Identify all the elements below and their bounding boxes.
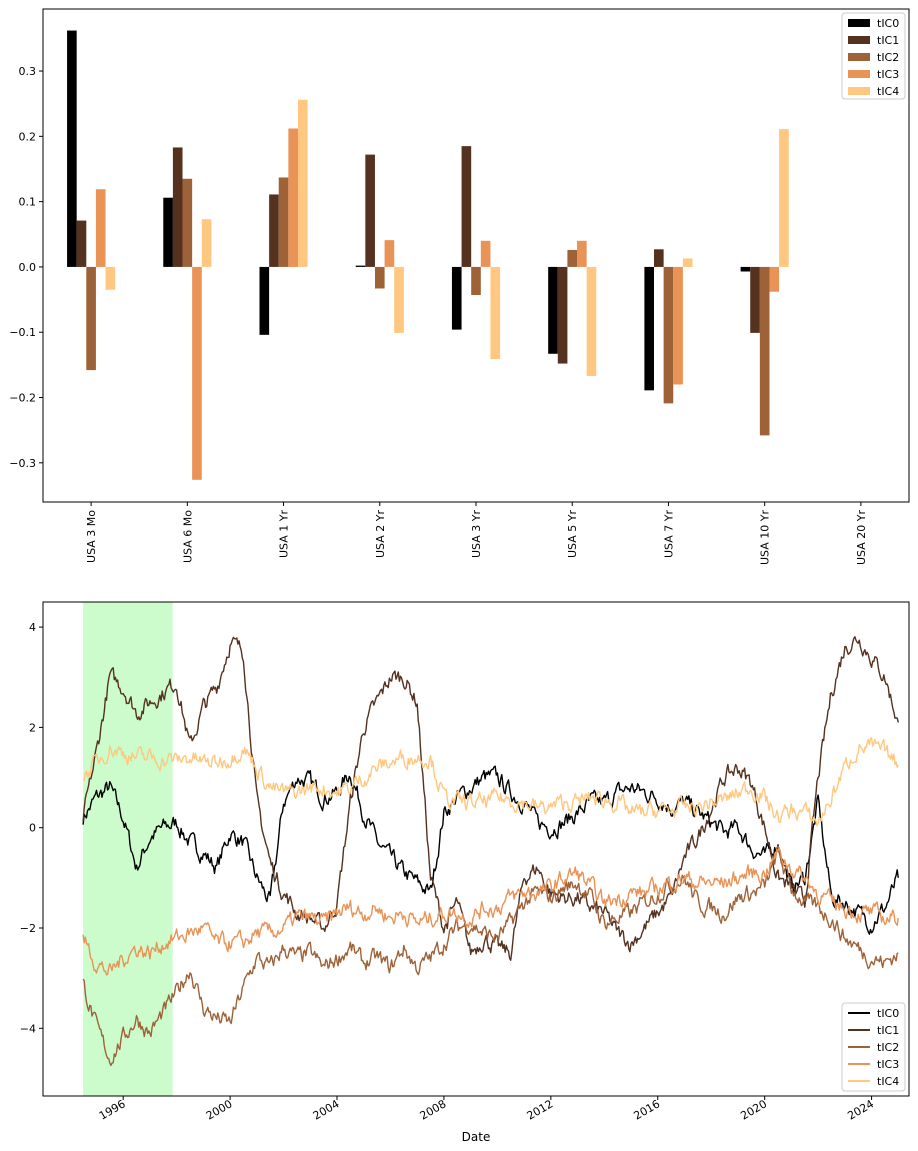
legend-label-tIC2: tIC2 <box>877 1041 899 1054</box>
x-tick-label: 2012 <box>525 1097 556 1122</box>
bar-tIC1-7 <box>750 266 760 333</box>
legend-label-tIC4: tIC4 <box>877 85 899 98</box>
x-axis-title: Date <box>462 1130 491 1144</box>
bar-tIC2-2 <box>278 177 289 267</box>
bar-tIC4-6 <box>682 258 693 267</box>
x-tick-label: 2024 <box>845 1097 876 1122</box>
y-tick-label: −0.2 <box>9 392 36 405</box>
bar-tIC3-4 <box>480 240 491 267</box>
bar-tIC4-5 <box>586 266 597 376</box>
y-tick-label: 4 <box>29 621 36 634</box>
bar-tIC0-7 <box>740 266 751 272</box>
bar-tIC1-0 <box>76 220 87 267</box>
legend-label-tIC0: tIC0 <box>877 1007 899 1020</box>
bar-tIC1-4 <box>461 146 472 267</box>
x-tick-label: USA 10 Yr <box>759 510 772 565</box>
highlight-span <box>83 602 173 1096</box>
bar-tIC3-3 <box>384 240 395 267</box>
y-tick-label: 2 <box>29 721 36 734</box>
bar-tIC2-1 <box>182 178 193 267</box>
y-tick-label: 0 <box>29 822 36 835</box>
x-tick-label: USA 3 Yr <box>470 510 483 558</box>
bar-tIC1-2 <box>269 194 279 267</box>
legend-label-tIC4: tIC4 <box>877 1075 899 1088</box>
y-tick-label: −0.3 <box>9 457 36 470</box>
series-line-tIC2 <box>82 845 899 1067</box>
x-tick-label: USA 3 Mo <box>85 510 98 563</box>
x-tick-label: USA 6 Mo <box>181 510 194 563</box>
x-tick-label: USA 20 Yr <box>855 510 868 565</box>
x-tick-label: USA 2 Yr <box>374 510 387 558</box>
bar-tIC0-6 <box>644 266 655 391</box>
bar-tIC0-4 <box>451 266 462 330</box>
x-tick-label: 2008 <box>418 1097 449 1122</box>
bar-tIC0-1 <box>163 197 173 267</box>
y-tick-label: −0.1 <box>9 326 36 339</box>
legend-swatch-tIC4 <box>848 87 870 95</box>
plot-frame <box>42 601 910 1097</box>
legend-swatch-tIC2 <box>848 53 870 61</box>
bar-tIC3-1 <box>192 266 202 480</box>
bar-tIC0-3 <box>355 265 366 267</box>
legend-swatch-tIC1 <box>848 36 870 44</box>
x-tick-label: USA 5 Yr <box>566 510 579 558</box>
bar-tIC3-6 <box>673 266 683 385</box>
bar-tIC4-2 <box>297 99 308 267</box>
line-chart: −4 −2 0 2 4 1996 2000 2004 2008 2012 2016 2020 2024 D… <box>20 601 910 1144</box>
legend-box <box>841 1002 906 1092</box>
series-line-tIC1 <box>82 636 899 961</box>
bar-tIC4-3 <box>394 266 404 333</box>
legend-label-tIC1: tIC1 <box>877 1024 899 1037</box>
legend-label-tIC3: tIC3 <box>877 68 899 81</box>
x-tick-label: 2020 <box>738 1097 769 1122</box>
bar-tIC1-1 <box>172 147 183 267</box>
x-tick-label: USA 7 Yr <box>662 510 675 558</box>
legend-swatch-tIC3 <box>848 70 870 78</box>
bar-tIC2-6 <box>663 266 674 404</box>
bar-tIC4-1 <box>201 219 212 267</box>
x-tick-label: USA 1 Yr <box>278 510 291 558</box>
legend-label-tIC0: tIC0 <box>877 17 899 30</box>
bar-tIC1-6 <box>654 249 664 267</box>
x-tick-label: 2000 <box>204 1097 235 1122</box>
bar-tIC3-2 <box>288 128 298 267</box>
bar-tIC0-2 <box>259 266 270 335</box>
bar-tIC2-4 <box>471 266 481 296</box>
bar-tIC2-7 <box>759 266 770 436</box>
y-tick-label: −4 <box>20 1022 36 1035</box>
x-tick-label: 1996 <box>97 1097 128 1122</box>
bar-tIC1-3 <box>365 154 375 267</box>
y-tick-label: 0.3 <box>19 65 37 78</box>
legend-label-tIC2: tIC2 <box>877 51 899 64</box>
bar-tIC2-0 <box>86 266 96 371</box>
series-line-tIC0 <box>82 765 899 935</box>
legend-swatch-tIC0 <box>848 19 870 27</box>
x-tick-label: 2016 <box>632 1097 663 1122</box>
bar-tIC4-7 <box>779 129 789 267</box>
y-tick-label: 0.2 <box>19 130 37 143</box>
bar-tIC1-5 <box>557 266 568 364</box>
series-line-tIC3 <box>82 846 899 976</box>
bar-tIC0-5 <box>548 266 558 354</box>
bar-tIC0-0 <box>67 30 77 267</box>
bar-tIC4-0 <box>105 266 116 290</box>
bar-tIC3-7 <box>769 266 780 292</box>
series-line-tIC4 <box>83 737 899 827</box>
y-tick-label: 0.0 <box>19 261 37 274</box>
bar-tIC3-5 <box>577 240 587 267</box>
bar-tIC4-4 <box>490 266 501 359</box>
legend-label-tIC3: tIC3 <box>877 1058 899 1071</box>
x-tick-label: 2004 <box>311 1097 342 1122</box>
legend-label-tIC1: tIC1 <box>877 34 899 47</box>
bar-chart: −0.3 −0.2 −0.1 0.0 0.1 0.2 0.3 USA 3 Mo USA 6 Mo… <box>9 8 910 565</box>
bar-tIC2-5 <box>567 249 578 267</box>
bar-tIC2-3 <box>374 266 385 289</box>
bar-tIC3-0 <box>95 189 106 267</box>
y-tick-label: 0.1 <box>19 196 37 209</box>
y-tick-label: −2 <box>20 922 36 935</box>
